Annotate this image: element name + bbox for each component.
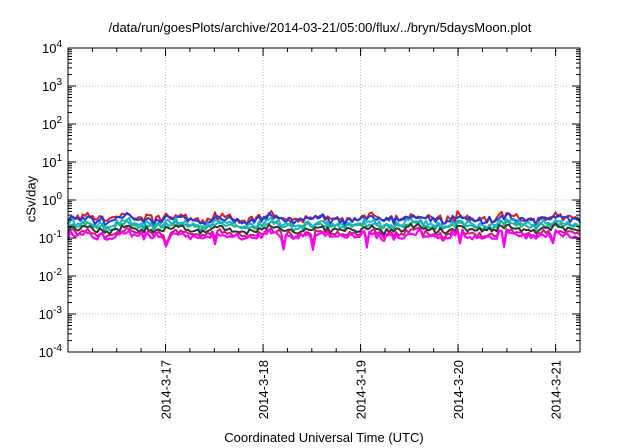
y-tick-label: 103 [42,77,62,94]
y-tick-label: 100 [42,191,62,208]
chart-title: /data/run/goesPlots/archive/2014-03-21/0… [108,20,532,35]
series-line [67,222,581,236]
series-line [67,226,581,248]
x-axis-label: Coordinated Universal Time (UTC) [224,430,424,445]
y-tick-label: 104 [42,39,62,56]
y-axis-ticks: 10-4 10-3 10-2 10-1 100 101 102 103 104 [39,39,580,360]
y-tick-label: 101 [42,153,62,170]
y-tick-label: 10-2 [39,267,63,284]
series-layer [66,210,581,251]
x-tick-label: 2014-3-19 [354,360,369,419]
series-line [66,228,581,251]
grid-lines [68,48,580,352]
x-tick-label: 2014-3-17 [159,360,174,419]
x-tick-label: 2014-3-21 [549,360,564,419]
y-tick-label: 10-1 [39,229,63,246]
x-axis-ticks: 2014-3-17 2014-3-18 2014-3-19 2014-3-20 2014… [91,48,564,419]
series-line [67,211,581,227]
y-tick-label: 10-4 [39,343,63,360]
series-line [67,219,581,233]
y-tick-label: 102 [42,115,62,132]
y-tick-label: 10-3 [39,305,63,322]
x-tick-label: 2014-3-18 [256,360,271,419]
x-tick-label: 2014-3-20 [451,360,466,419]
